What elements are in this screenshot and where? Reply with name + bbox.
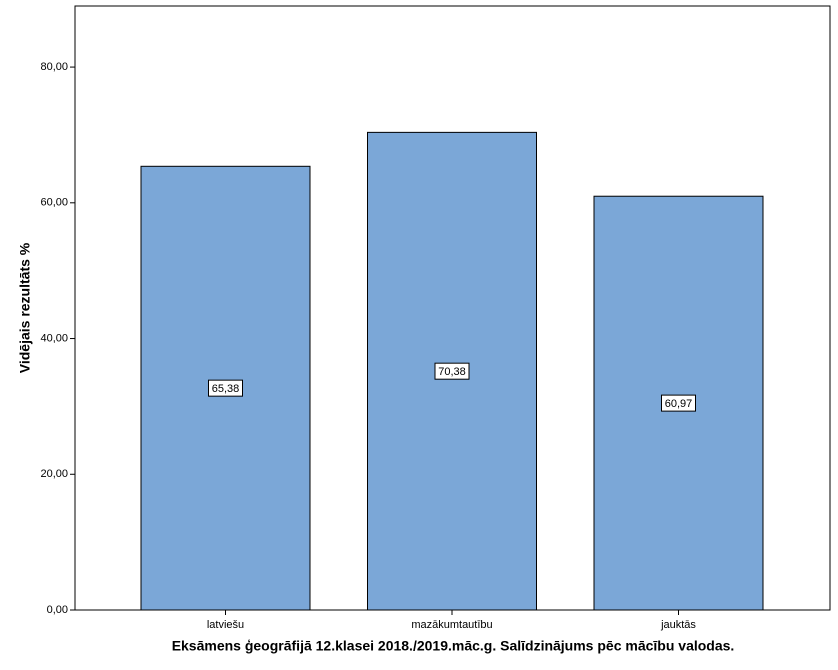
- value-label: 65,38: [212, 383, 240, 395]
- value-label-box: [434, 362, 470, 380]
- y-tick-label: 0,00: [47, 604, 68, 616]
- value-label-box: [208, 379, 243, 397]
- x-tick-label: jauktās: [660, 619, 696, 631]
- y-axis-label: Vidējais rezultāts %: [17, 242, 33, 373]
- x-tick-label: latviešu: [207, 619, 244, 631]
- y-tick-label: 80,00: [40, 61, 68, 73]
- y-tick-label: 60,00: [40, 197, 68, 209]
- value-label: 60,97: [665, 398, 693, 410]
- x-tick-label: mazākumtautību: [411, 619, 492, 631]
- x-axis-label: Eksāmens ģeogrāfijā 12.klasei 2018./2019…: [172, 638, 735, 654]
- value-label-box: [661, 394, 696, 412]
- y-tick-label: 40,00: [40, 332, 68, 344]
- y-tick-label: 20,00: [40, 468, 68, 480]
- value-label: 70,38: [438, 366, 466, 378]
